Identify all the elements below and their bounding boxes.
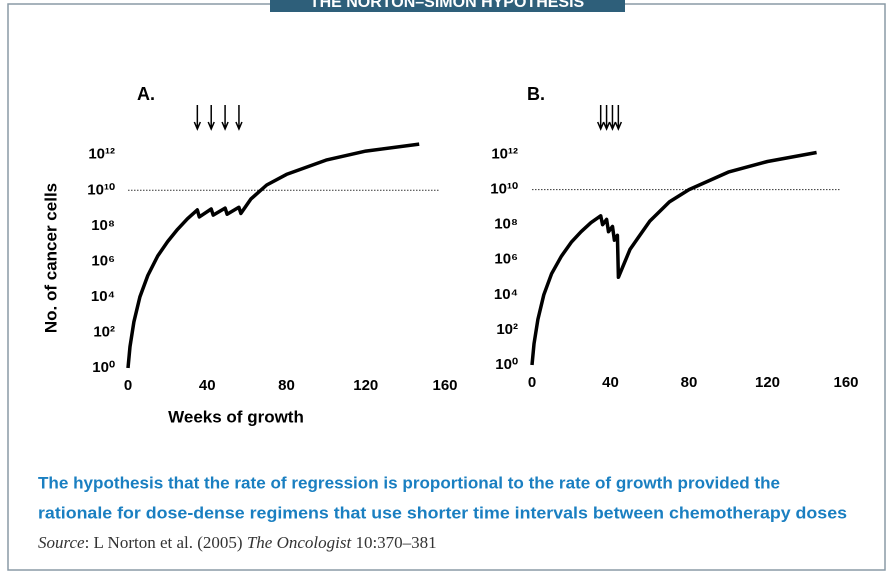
source-part: : L Norton et al. (2005) [85, 533, 247, 552]
y-tick-label: 10⁶ [494, 251, 518, 268]
dose-arrow [207, 105, 215, 131]
x-tick-label: 80 [681, 374, 698, 391]
dose-arrow [602, 105, 611, 131]
x-tick-label: 160 [432, 377, 457, 394]
x-tick-label: 0 [528, 374, 536, 391]
growth-curve [530, 150, 817, 366]
x-tick-label: 120 [755, 374, 780, 391]
y-axis-label: No. of cancer cells [41, 183, 60, 333]
y-tick-label: 10¹² [88, 146, 115, 163]
y-tick-label: 10⁴ [91, 288, 115, 305]
dose-arrow [596, 105, 605, 131]
y-tick-label: 10⁸ [494, 216, 518, 233]
x-tick-label: 120 [353, 377, 378, 394]
x-axis-label: Weeks of growth [168, 407, 304, 426]
y-tick-label: 10² [496, 321, 518, 338]
panel-title: B. [527, 84, 545, 104]
dose-arrow [608, 105, 617, 131]
y-tick-label: 10⁰ [495, 356, 518, 373]
x-tick-label: 80 [278, 377, 295, 394]
source: Source: L Norton et al. (2005) The Oncol… [38, 533, 437, 552]
x-tick-label: 0 [124, 377, 132, 394]
x-tick-label: 160 [833, 374, 858, 391]
header-title: THE NORTON–SIMON HYPOTHESIS [310, 0, 585, 11]
y-tick-label: 10⁶ [91, 252, 115, 269]
y-tick-label: 10¹⁰ [87, 181, 115, 198]
source-part: 10:370–381 [351, 533, 436, 552]
x-tick-label: 40 [199, 377, 216, 394]
caption-line: The hypothesis that the rate of regressi… [38, 473, 780, 492]
dose-arrow [193, 105, 202, 131]
header-bar [270, 0, 625, 12]
dose-arrow [221, 105, 229, 131]
caption-line: rationale for dose-dense regimens that u… [38, 503, 847, 522]
x-tick-label: 40 [602, 374, 619, 391]
y-tick-label: 10² [93, 323, 115, 340]
growth-curve [126, 142, 420, 369]
dose-arrow [614, 105, 623, 131]
source-part: Source [38, 533, 85, 552]
y-tick-label: 10⁸ [91, 217, 115, 234]
y-tick-label: 10⁴ [494, 286, 518, 303]
y-tick-label: 10⁰ [92, 359, 115, 376]
source-part: The Oncologist [247, 533, 353, 552]
y-tick-label: 10¹⁰ [490, 181, 518, 198]
dose-arrow [235, 105, 243, 131]
panel-title: A. [137, 84, 155, 104]
y-tick-label: 10¹² [491, 146, 518, 163]
